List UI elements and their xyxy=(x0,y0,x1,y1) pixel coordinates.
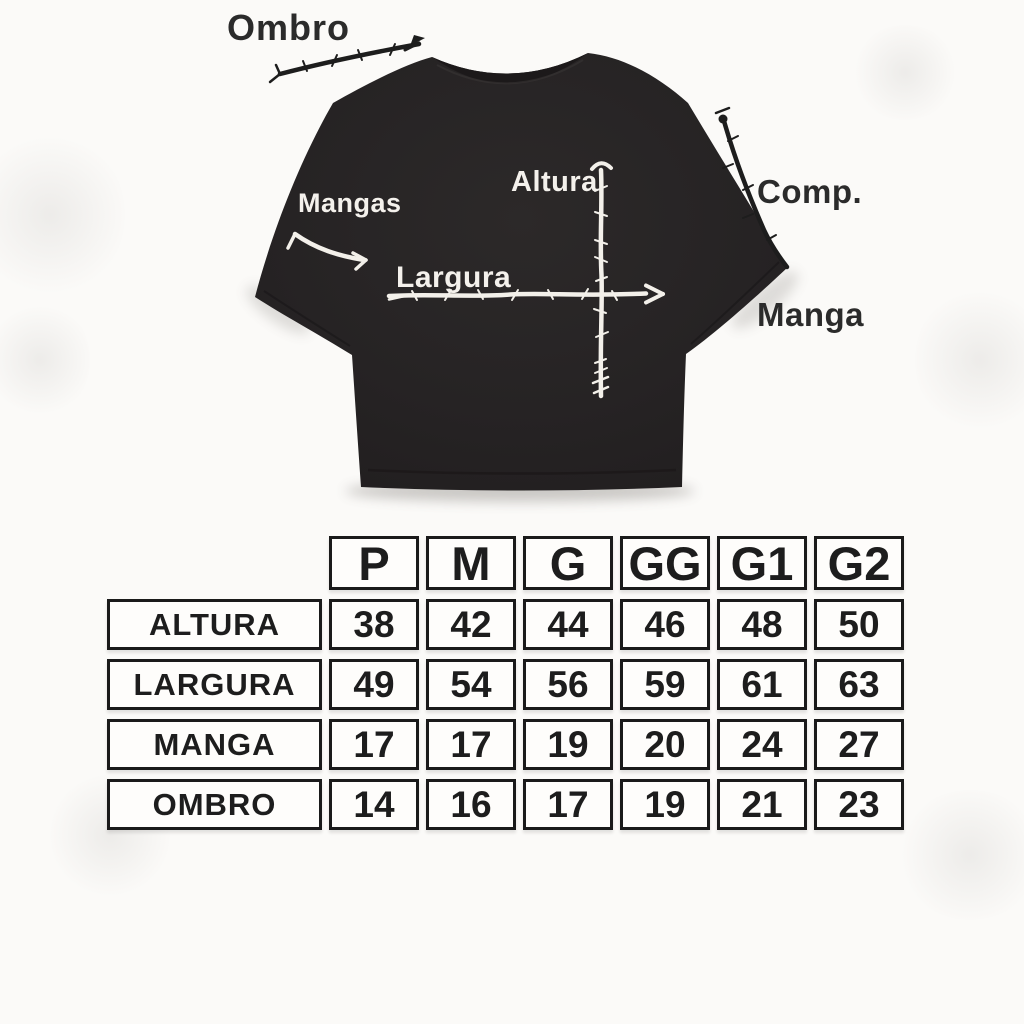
size-value: 38 xyxy=(329,599,419,650)
size-value: 14 xyxy=(329,779,419,830)
size-value: 17 xyxy=(523,779,613,830)
size-header: M xyxy=(426,536,516,590)
table-corner-spacer xyxy=(107,536,322,590)
size-table: P M G GG G1 G2 ALTURA 38 42 44 46 48 50 … xyxy=(107,536,904,830)
size-value: 19 xyxy=(620,779,710,830)
size-value: 27 xyxy=(814,719,904,770)
size-value: 23 xyxy=(814,779,904,830)
row-label: OMBRO xyxy=(107,779,322,830)
size-value: 61 xyxy=(717,659,807,710)
size-value: 21 xyxy=(717,779,807,830)
size-value: 49 xyxy=(329,659,419,710)
size-value: 24 xyxy=(717,719,807,770)
mangas-arrow xyxy=(286,231,368,271)
row-label: ALTURA xyxy=(107,599,322,650)
comp-manga-label-line2: Manga xyxy=(757,296,865,334)
size-value: 46 xyxy=(620,599,710,650)
size-value: 19 xyxy=(523,719,613,770)
tshirt-body xyxy=(255,53,787,491)
size-header: P xyxy=(329,536,419,590)
row-label: MANGA xyxy=(107,719,322,770)
size-value: 16 xyxy=(426,779,516,830)
comp-manga-label: Comp. Manga xyxy=(757,88,864,418)
size-value: 48 xyxy=(717,599,807,650)
size-value: 17 xyxy=(329,719,419,770)
comp-manga-label-line1: Comp. xyxy=(757,172,863,210)
altura-line xyxy=(590,161,613,399)
size-header: GG xyxy=(620,536,710,590)
size-header: G xyxy=(523,536,613,590)
measure-marks-dark xyxy=(268,35,790,270)
collar-band xyxy=(432,53,588,84)
size-header: G1 xyxy=(717,536,807,590)
mangas-label: Mangas xyxy=(298,188,402,218)
size-value: 42 xyxy=(426,599,516,650)
comp-manga-line xyxy=(714,106,790,270)
size-value: 50 xyxy=(814,599,904,650)
altura-label: Altura xyxy=(511,166,598,198)
ombro-line xyxy=(268,35,425,84)
ombro-label: Ombro xyxy=(227,7,351,48)
size-value: 17 xyxy=(426,719,516,770)
row-label: LARGURA xyxy=(107,659,322,710)
size-value: 20 xyxy=(620,719,710,770)
largura-arrow xyxy=(386,283,665,305)
size-header: G2 xyxy=(814,536,904,590)
size-value: 59 xyxy=(620,659,710,710)
size-value: 54 xyxy=(426,659,516,710)
largura-label: Largura xyxy=(396,261,512,294)
measure-marks-white xyxy=(286,161,665,399)
size-value: 44 xyxy=(523,599,613,650)
hem-seam xyxy=(367,468,677,475)
size-value: 63 xyxy=(814,659,904,710)
size-value: 56 xyxy=(523,659,613,710)
